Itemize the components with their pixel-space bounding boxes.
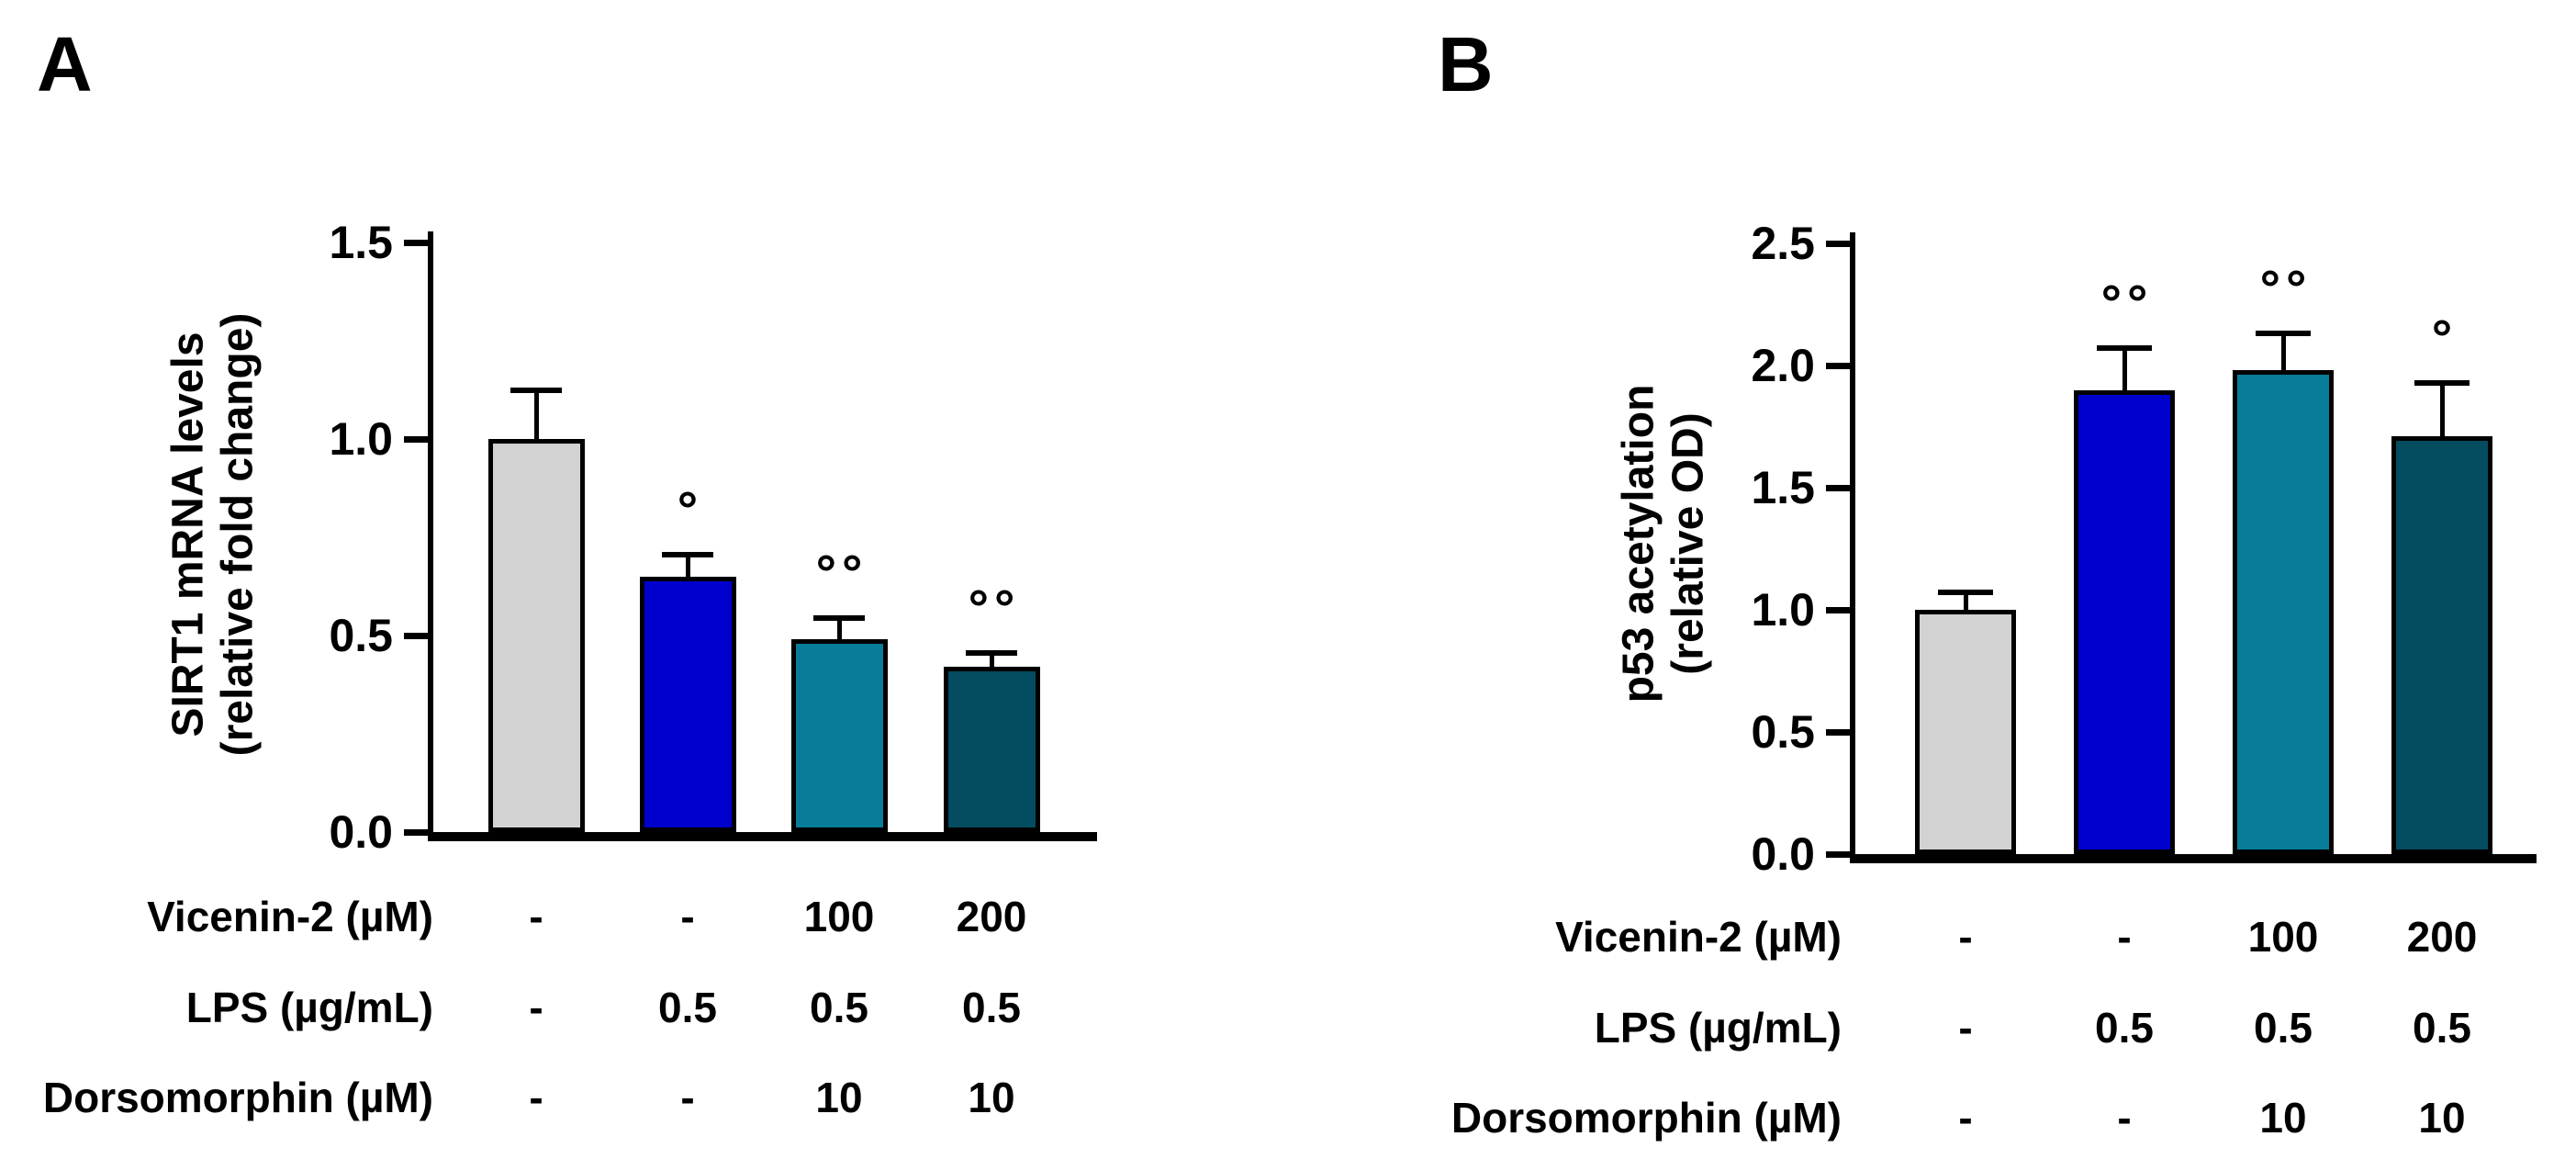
- y-tick-label-a: 1.5: [329, 217, 393, 268]
- y-tick-label-b: 1.0: [1751, 584, 1815, 636]
- y-tick-mark-a: [404, 632, 428, 639]
- y-tick-mark-b: [1826, 362, 1850, 369]
- y-axis-line-b: [1850, 232, 1855, 863]
- y-tick-label-b: 0.0: [1751, 828, 1815, 880]
- treatment-row-label-a-2: LPS (µg/mL): [185, 984, 433, 1031]
- error-bar-stem-b-4: [2439, 382, 2445, 441]
- y-tick-mark-a: [404, 435, 428, 443]
- treatment-row-label-a-1: Vicenin-2 (µM): [147, 893, 433, 940]
- treatment-cell-a-r1-c1: -: [529, 893, 543, 940]
- y-tick-mark-b: [1826, 484, 1850, 491]
- error-bar-stem-b-3: [2280, 333, 2286, 375]
- y-tick-mark-b: [1826, 606, 1850, 613]
- treatment-cell-b-r1-c4: 200: [2406, 913, 2478, 961]
- significance-marker-a-3: °°: [815, 544, 868, 602]
- y-tick-label-b: 2.5: [1751, 218, 1815, 269]
- error-bar-cap-b-4: [2414, 379, 2470, 386]
- bar-b-4: [2391, 436, 2492, 854]
- y-tick-label-b: 2.0: [1751, 340, 1815, 391]
- treatment-cell-b-r1-c3: 100: [2247, 913, 2319, 961]
- y-tick-mark-b: [1826, 728, 1850, 736]
- y-tick-mark-b: [1826, 240, 1850, 247]
- error-bar-cap-a-3: [813, 615, 865, 622]
- error-bar-cap-a-2: [662, 551, 713, 557]
- error-bar-cap-b-1: [1938, 590, 1993, 596]
- significance-marker-b-2: °°: [2100, 274, 2154, 332]
- error-bar-stem-a-4: [989, 653, 994, 671]
- y-axis-title-line: p53 acetylation: [1614, 384, 1663, 703]
- treatment-cell-a-r3-c4: 10: [968, 1074, 1015, 1121]
- treatment-cell-a-r1-c4: 200: [956, 893, 1027, 940]
- y-tick-label-b: 1.5: [1751, 462, 1815, 513]
- y-tick-label-a: 0.0: [329, 806, 393, 858]
- bar-b-2: [2074, 389, 2175, 854]
- treatment-cell-b-r3-c1: -: [1958, 1094, 1973, 1142]
- x-axis-line-a: [428, 832, 1097, 841]
- y-tick-label-a: 0.5: [329, 610, 393, 661]
- error-bar-cap-a-1: [510, 387, 562, 393]
- error-bar-stem-a-3: [836, 618, 842, 644]
- bar-a-4: [943, 667, 1040, 832]
- treatment-cell-a-r2-c3: 0.5: [810, 984, 868, 1031]
- treatment-cell-a-r3-c3: 10: [815, 1074, 863, 1121]
- treatment-cell-a-r2-c1: -: [529, 984, 543, 1031]
- treatment-cell-b-r3-c2: -: [2117, 1094, 2132, 1142]
- y-axis-line-a: [428, 231, 433, 841]
- treatment-cell-a-r3-c2: -: [680, 1074, 695, 1121]
- error-bar-stem-a-2: [685, 554, 690, 580]
- treatment-cell-b-r2-c1: -: [1958, 1004, 1973, 1052]
- y-axis-title-line: (relative fold change): [213, 312, 262, 757]
- treatment-row-label-b-1: Vicenin-2 (µM): [1555, 913, 1842, 961]
- treatment-cell-a-r1-c3: 100: [803, 893, 875, 940]
- error-bar-stem-b-2: [2122, 348, 2127, 394]
- significance-marker-b-4: °: [2431, 308, 2458, 366]
- treatment-row-label-a-3: Dorsomorphin (µM): [42, 1074, 433, 1121]
- error-bar-cap-b-2: [2097, 345, 2152, 352]
- treatment-row-label-b-3: Dorsomorphin (µM): [1450, 1094, 1842, 1142]
- bar-a-2: [639, 576, 736, 832]
- y-axis-title-a: SIRT1 mRNA levels (relative fold change): [163, 313, 263, 757]
- significance-marker-a-2: °: [677, 480, 704, 539]
- panel-label-b: B: [1438, 21, 1494, 107]
- error-bar-stem-a-1: [533, 389, 539, 443]
- bar-a-3: [790, 639, 888, 832]
- treatment-cell-a-r2-c2: 0.5: [658, 984, 717, 1031]
- treatment-cell-b-r1-c1: -: [1958, 913, 1973, 961]
- treatment-cell-b-r2-c3: 0.5: [2254, 1004, 2313, 1052]
- y-tick-label-b: 0.5: [1751, 706, 1815, 758]
- y-axis-title-line: (relative OD): [1663, 412, 1712, 675]
- significance-marker-a-4: °°: [968, 579, 1021, 637]
- treatment-row-label-b-2: LPS (µg/mL): [1594, 1004, 1842, 1052]
- y-tick-label-a: 1.0: [329, 413, 393, 465]
- treatment-cell-b-r1-c2: -: [2117, 913, 2132, 961]
- treatment-cell-b-r3-c4: 10: [2418, 1094, 2466, 1142]
- treatment-cell-b-r3-c3: 10: [2259, 1094, 2307, 1142]
- treatment-cell-b-r2-c2: 0.5: [2095, 1004, 2154, 1052]
- error-bar-cap-a-4: [966, 650, 1017, 657]
- panel-label-a: A: [37, 21, 93, 107]
- treatment-cell-b-r2-c4: 0.5: [2413, 1004, 2471, 1052]
- significance-marker-b-3: °°: [2259, 259, 2313, 318]
- treatment-cell-a-r2-c4: 0.5: [962, 984, 1021, 1031]
- y-axis-title-b: p53 acetylation (relative OD): [1614, 385, 1713, 703]
- bar-b-3: [2233, 370, 2334, 854]
- bar-b-1: [1915, 610, 2016, 854]
- y-tick-mark-a: [404, 239, 428, 246]
- y-tick-mark-b: [1826, 850, 1850, 858]
- error-bar-cap-b-3: [2256, 331, 2311, 337]
- treatment-cell-a-r1-c2: -: [680, 893, 695, 940]
- x-axis-line-b: [1850, 854, 2537, 863]
- y-axis-title-line: SIRT1 mRNA levels: [163, 332, 213, 737]
- error-bar-stem-b-1: [1963, 592, 1968, 613]
- bar-a-1: [487, 439, 585, 832]
- y-tick-mark-a: [404, 828, 428, 836]
- treatment-cell-a-r3-c1: -: [529, 1074, 543, 1121]
